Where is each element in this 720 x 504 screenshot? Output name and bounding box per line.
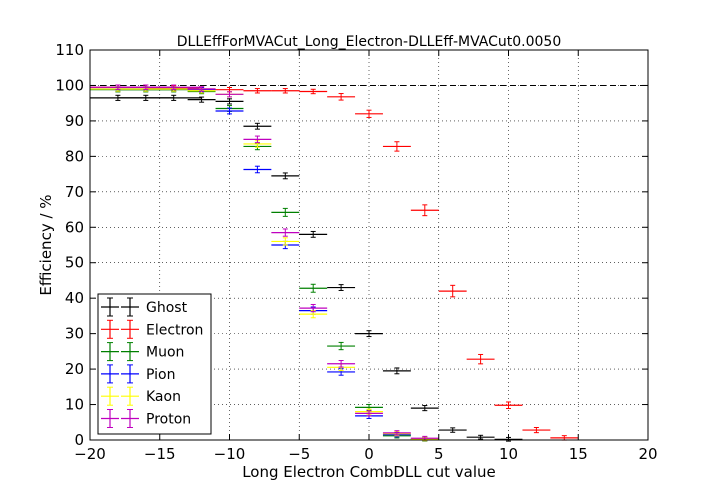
- x-tick-label: −5: [288, 445, 310, 463]
- data-point: [410, 405, 439, 412]
- legend-item-ghost: Ghost: [101, 297, 188, 317]
- legend-label: Electron: [146, 322, 203, 338]
- data-point: [187, 86, 216, 92]
- data-point: [438, 427, 467, 433]
- data-point: [215, 91, 244, 98]
- y-tick-label: 70: [65, 183, 84, 201]
- series-layer: [90, 84, 579, 442]
- legend-box: [97, 293, 212, 435]
- legend-label: Muon: [146, 345, 184, 361]
- data-point: [327, 360, 356, 368]
- data-point: [438, 284, 467, 298]
- y-tick-label: 20: [65, 360, 84, 378]
- x-tick-label: 20: [638, 445, 657, 463]
- data-point: [243, 135, 272, 144]
- data-point: [271, 228, 300, 237]
- y-tick-label: 60: [65, 218, 84, 236]
- data-point: [355, 330, 383, 338]
- y-tick-label: 10: [65, 396, 84, 414]
- data-point: [466, 353, 495, 365]
- y-tick-label: 100: [55, 76, 84, 94]
- x-tick-label: −15: [144, 445, 176, 463]
- y-tick-label: 80: [65, 147, 84, 165]
- data-point: [271, 207, 300, 217]
- data-point: [299, 303, 328, 313]
- legend-label: Proton: [146, 412, 191, 428]
- data-point: [299, 88, 328, 95]
- data-point: [243, 165, 272, 174]
- legend: Ghost Electron Muon Pion Kaon Proton: [97, 293, 212, 435]
- data-point: [410, 204, 439, 217]
- data-point: [271, 237, 300, 246]
- y-tick-label: 30: [65, 325, 84, 343]
- x-tick-label: 15: [569, 445, 588, 463]
- x-tick-label: 10: [499, 445, 518, 463]
- data-point: [355, 410, 383, 417]
- legend-item-kaon: Kaon: [101, 386, 181, 406]
- data-point: [271, 88, 300, 94]
- series-proton: [90, 84, 439, 441]
- x-tick-label: −10: [214, 445, 246, 463]
- data-point: [382, 367, 411, 375]
- data-point: [271, 172, 300, 180]
- data-point: [243, 88, 272, 94]
- y-axis-title: Efficiency / %: [37, 194, 55, 295]
- y-tick-label: 90: [65, 112, 84, 130]
- data-point: [327, 284, 356, 291]
- y-axis-ticks: 0 10 20 30 40 50 60 70 80 90 100 110: [55, 41, 648, 449]
- chart-title: DLLEffForMVACut_Long_Electron-DLLEff-MVA…: [177, 34, 561, 50]
- legend-item-pion: Pion: [101, 364, 175, 384]
- y-tick-label: 50: [65, 254, 84, 272]
- x-tick-label: 0: [364, 445, 374, 463]
- data-point: [215, 107, 244, 115]
- y-tick-label: 0: [74, 431, 84, 449]
- x-tick-label: −20: [74, 445, 106, 463]
- data-point: [299, 283, 328, 293]
- data-point: [215, 98, 244, 105]
- legend-label: Ghost: [146, 300, 188, 316]
- x-axis-ticks: −20 −15 −10 −5 0 5 10 15 20: [74, 50, 658, 463]
- data-point: [355, 109, 383, 118]
- data-point: [243, 122, 272, 130]
- series-ghost: [90, 94, 523, 442]
- legend-items: Ghost Electron Muon Pion Kaon Proton: [101, 297, 203, 428]
- data-point: [145, 94, 202, 101]
- x-tick-label: 5: [434, 445, 444, 463]
- data-point: [299, 230, 328, 238]
- data-point: [494, 401, 523, 410]
- legend-item-electron: Electron: [101, 319, 203, 339]
- data-point: [145, 84, 202, 90]
- data-point: [327, 93, 356, 101]
- legend-label: Pion: [146, 367, 175, 383]
- y-tick-label: 40: [65, 289, 84, 307]
- data-point: [522, 427, 551, 434]
- data-point: [466, 434, 495, 440]
- data-point: [382, 141, 411, 152]
- legend-label: Kaon: [146, 389, 181, 405]
- legend-item-muon: Muon: [101, 342, 184, 362]
- data-point: [187, 96, 216, 103]
- x-axis-title: Long Electron CombDLL cut value: [242, 463, 496, 481]
- data-point: [382, 430, 411, 436]
- y-tick-label: 110: [55, 41, 84, 59]
- data-point: [327, 341, 356, 351]
- legend-item-proton: Proton: [101, 409, 191, 428]
